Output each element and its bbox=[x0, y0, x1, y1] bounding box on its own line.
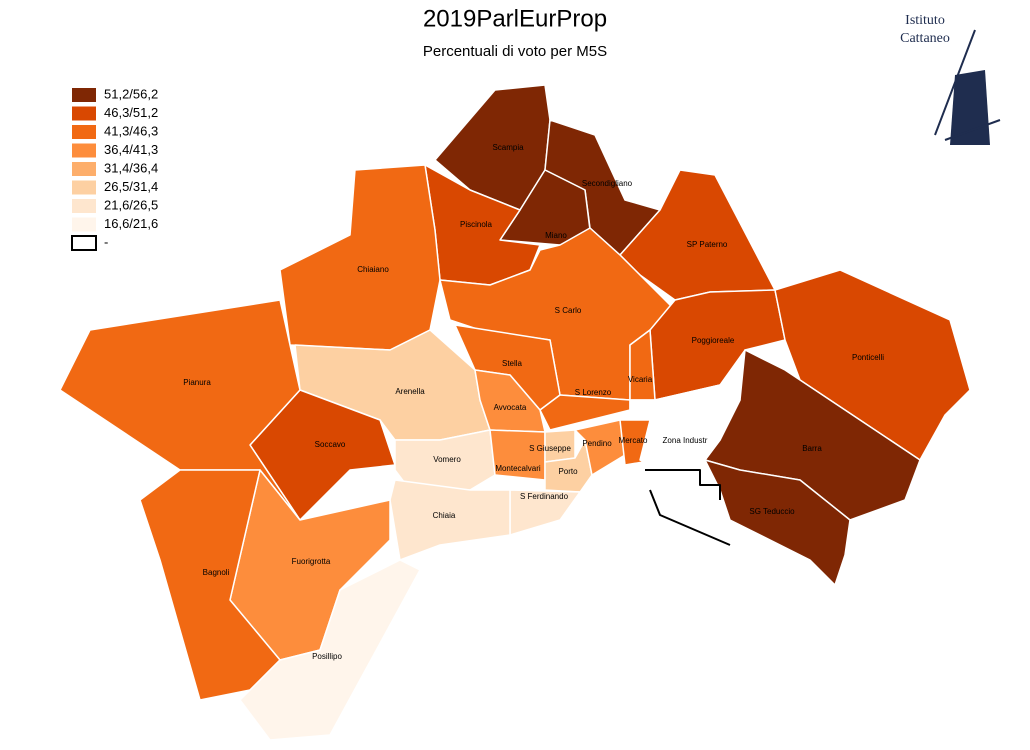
region bbox=[774, 269, 971, 461]
region-label: SP Paterno bbox=[687, 240, 728, 249]
region-label: Piscinola bbox=[460, 220, 493, 229]
region-label: Ponticelli bbox=[852, 353, 884, 362]
logo: Istituto Cattaneo bbox=[900, 13, 1001, 145]
legend-swatch bbox=[72, 125, 96, 139]
map-subtitle: Percentuali di voto per M5S bbox=[423, 43, 607, 60]
region-label: Scampia bbox=[492, 143, 524, 152]
region-label: Soccavo bbox=[315, 440, 346, 449]
region-label: SG Teduccio bbox=[749, 507, 795, 516]
region bbox=[279, 164, 441, 351]
region-label: S Carlo bbox=[555, 306, 582, 315]
logo-text: Cattaneo bbox=[900, 31, 950, 46]
regions bbox=[59, 84, 971, 741]
region-label: Poggioreale bbox=[692, 336, 735, 345]
region bbox=[394, 429, 496, 491]
legend-swatch bbox=[72, 180, 96, 195]
region-label: Arenella bbox=[395, 387, 425, 396]
legend-label: 21,6/26,5 bbox=[104, 197, 158, 212]
logo-text: Istituto bbox=[905, 13, 945, 28]
region-label: Stella bbox=[502, 359, 523, 368]
legend-swatch bbox=[72, 106, 96, 121]
region-label: Chiaia bbox=[433, 511, 456, 520]
legend-label: 31,4/36,4 bbox=[104, 160, 158, 175]
region-label: Avvocata bbox=[494, 403, 527, 412]
region-labels: Scampia Secondigliano Miano Piscinola Chiaia… bbox=[183, 143, 884, 661]
region bbox=[574, 419, 626, 476]
region-label: Posillipo bbox=[312, 652, 342, 661]
legend-label: 46,3/51,2 bbox=[104, 105, 158, 120]
region bbox=[539, 394, 631, 431]
region-label: Fuorigrotta bbox=[292, 557, 331, 566]
legend-label: 36,4/41,3 bbox=[104, 142, 158, 157]
legend-swatch bbox=[72, 88, 96, 102]
region-label: Vicaria bbox=[628, 375, 653, 384]
region-label: S Ferdinando bbox=[520, 492, 569, 501]
logo-blade bbox=[934, 29, 1001, 141]
region-label: Pianura bbox=[183, 378, 211, 387]
legend-label: 51,2/56,2 bbox=[104, 86, 158, 101]
legend-label: 16,6/21,6 bbox=[104, 216, 158, 231]
legend-label: - bbox=[104, 234, 108, 249]
region-label: Bagnoli bbox=[203, 568, 230, 577]
region-label: S Lorenzo bbox=[575, 388, 612, 397]
region-label: Secondigliano bbox=[582, 179, 633, 188]
region-label: Mercato bbox=[619, 436, 648, 445]
legend-swatch bbox=[72, 162, 96, 176]
region-label: Pendino bbox=[582, 439, 612, 448]
region bbox=[629, 384, 741, 471]
region-label: Barra bbox=[802, 444, 822, 453]
region-label: Chiaiano bbox=[357, 265, 389, 274]
legend-label: 41,3/46,3 bbox=[104, 123, 158, 138]
region bbox=[389, 479, 511, 561]
legend-label: 26,5/31,4 bbox=[104, 179, 158, 194]
legend-swatch bbox=[72, 143, 96, 158]
breakwater bbox=[645, 469, 731, 546]
region-label: S Giuseppe bbox=[529, 444, 571, 453]
region bbox=[239, 559, 421, 741]
region-label: Miano bbox=[545, 231, 567, 240]
legend-swatch bbox=[71, 235, 97, 251]
legend: 51,2/56,2 46,3/51,2 41,3/46,3 36,4/41,3 31,4… bbox=[71, 86, 158, 251]
legend-swatch bbox=[72, 217, 96, 232]
legend-swatch bbox=[72, 199, 96, 213]
region-label: Zona Industr bbox=[663, 436, 708, 445]
region-label: Montecalvari bbox=[495, 464, 541, 473]
region-label: Vomero bbox=[433, 455, 461, 464]
region bbox=[704, 459, 851, 586]
map-title: 2019ParlEurProp bbox=[423, 5, 607, 32]
region-label: Porto bbox=[558, 467, 578, 476]
